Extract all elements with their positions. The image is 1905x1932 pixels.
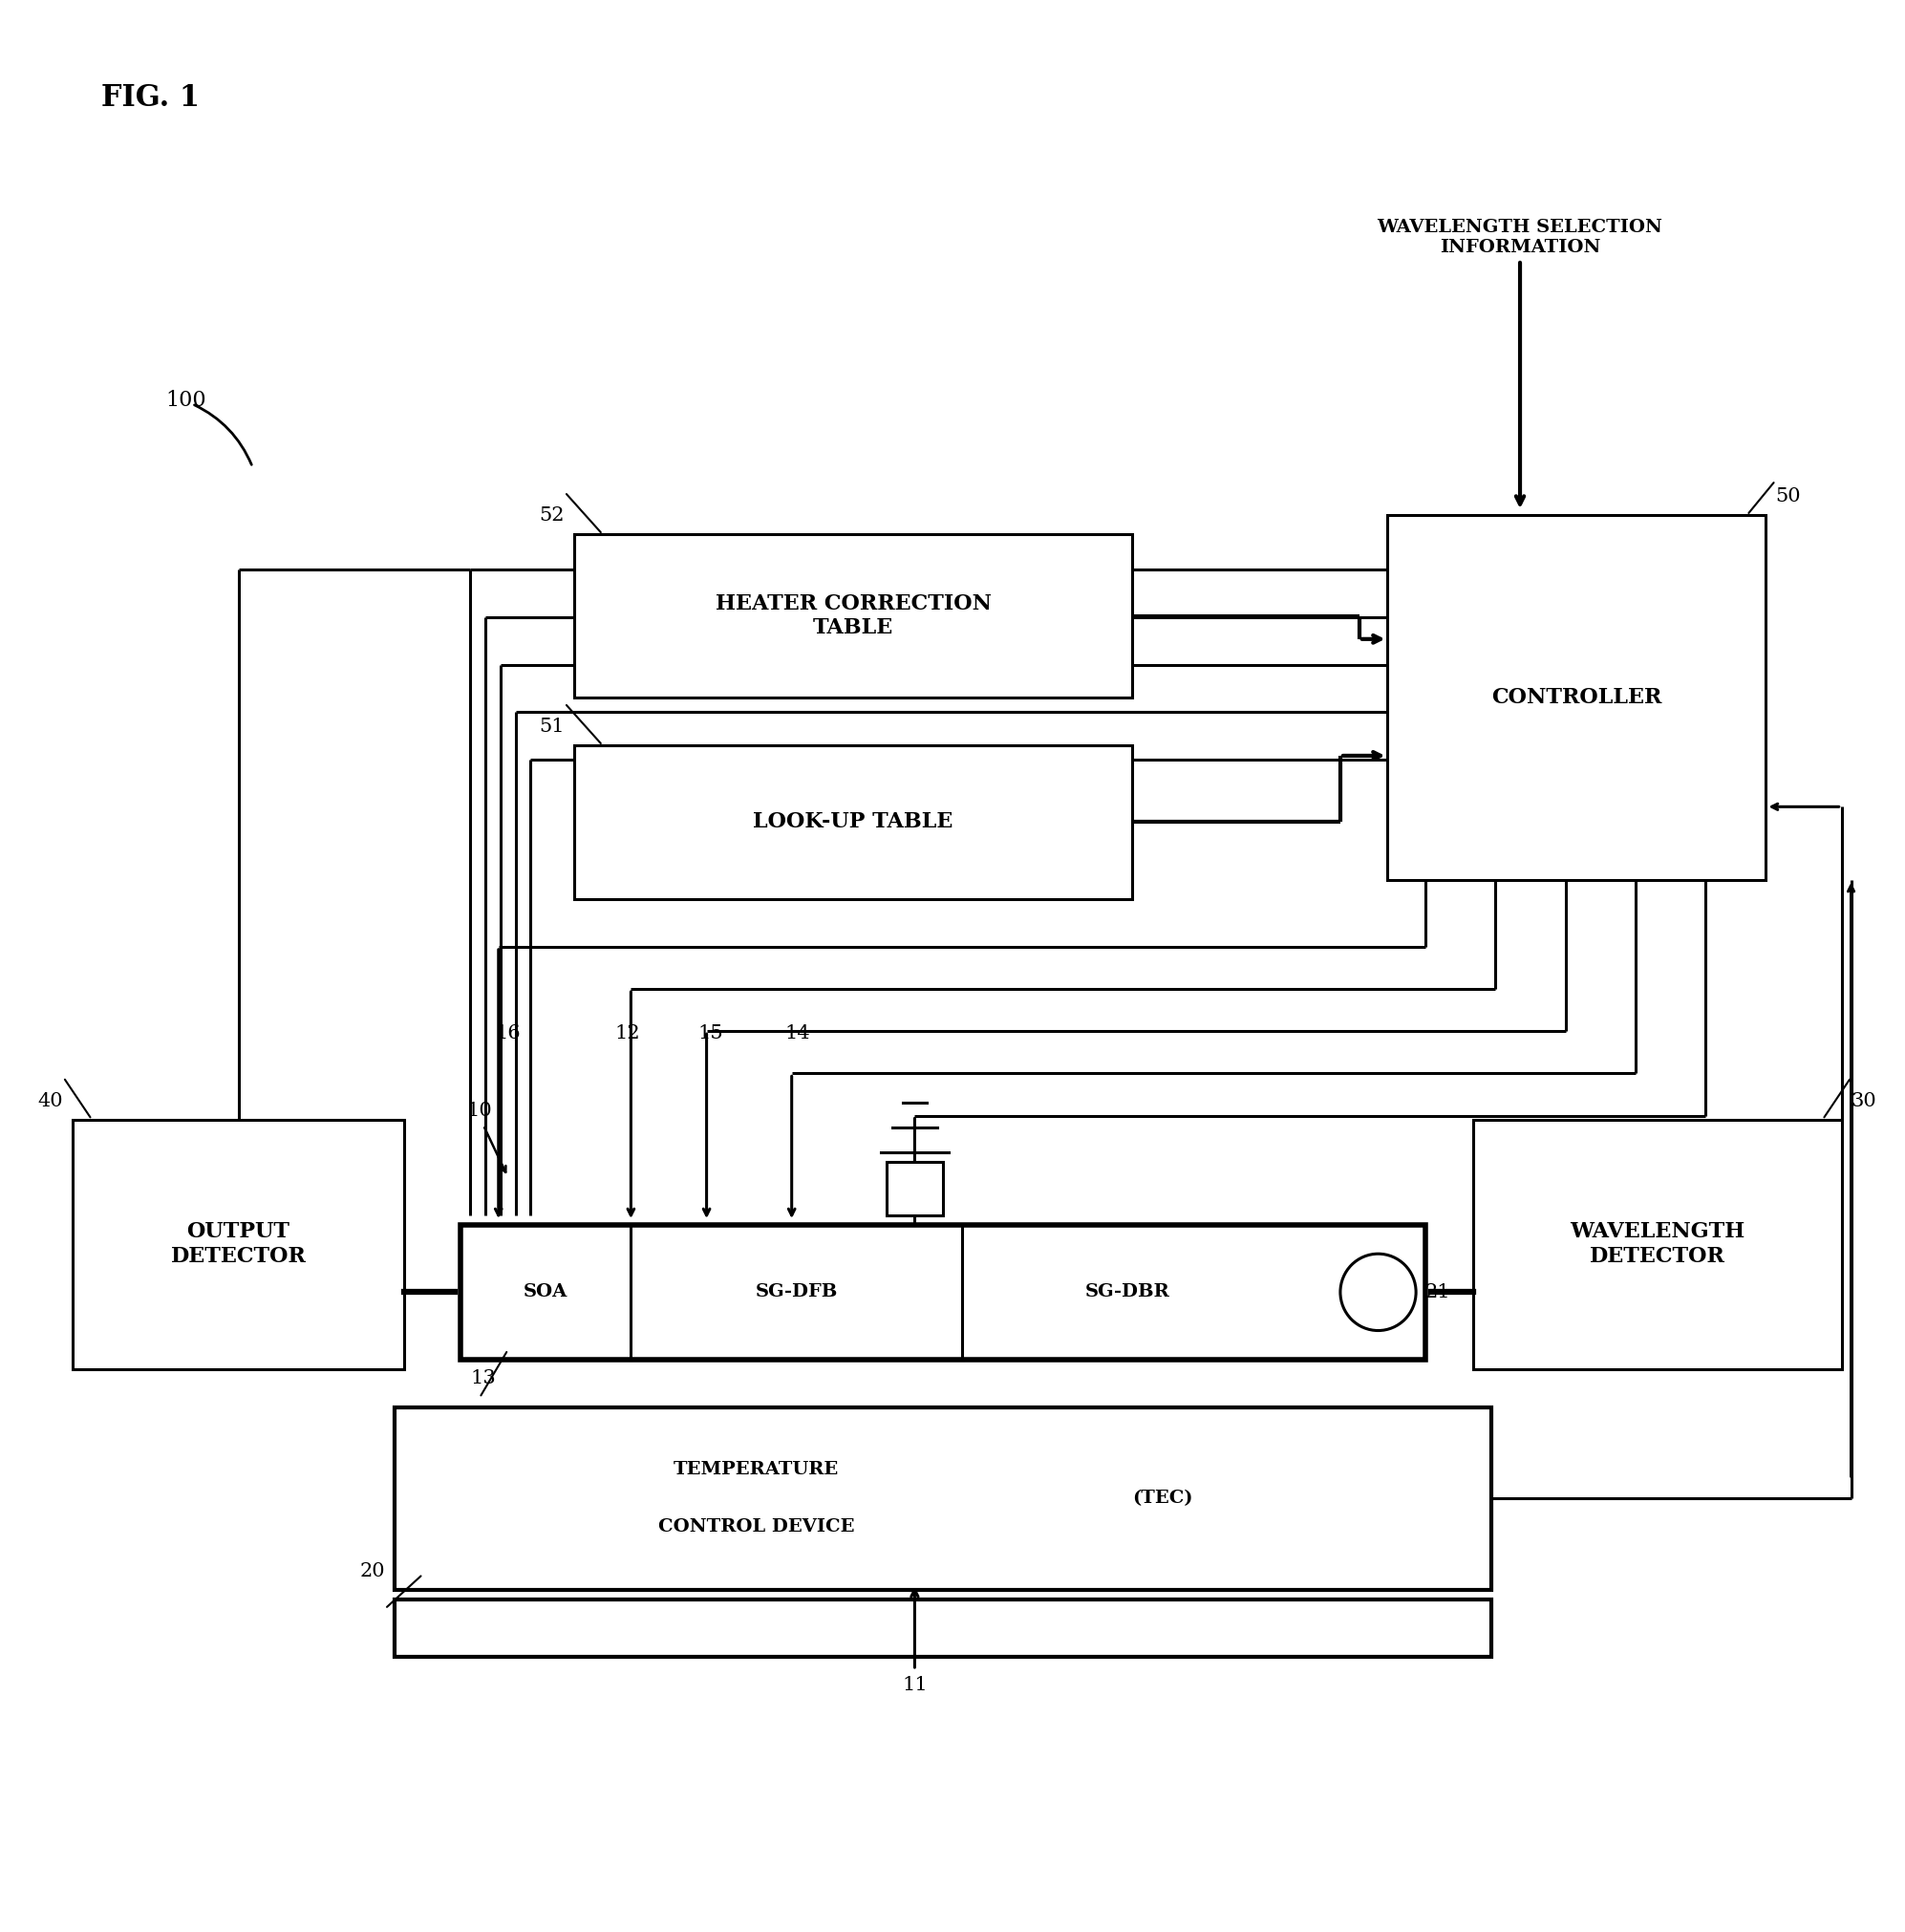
Text: 100: 100: [166, 390, 208, 410]
Bar: [72, 1119, 404, 1370]
Text: 52: 52: [539, 506, 564, 526]
Text: 20: 20: [360, 1561, 385, 1580]
Text: HEATER CORRECTION
TABLE: HEATER CORRECTION TABLE: [714, 593, 991, 638]
Text: OUTPUT
DETECTOR: OUTPUT DETECTOR: [171, 1221, 307, 1267]
Text: 16: 16: [495, 1024, 520, 1043]
Text: FIG. 1: FIG. 1: [101, 83, 200, 112]
Text: SOA: SOA: [524, 1283, 568, 1300]
Bar: [573, 746, 1132, 898]
Text: 11: 11: [901, 1675, 928, 1694]
Text: CONTROL DEVICE: CONTROL DEVICE: [659, 1519, 855, 1536]
Text: 40: 40: [38, 1092, 63, 1109]
Text: 12: 12: [615, 1024, 640, 1043]
Text: SG-DBR: SG-DBR: [1086, 1283, 1170, 1300]
Bar: [394, 1406, 1492, 1590]
Bar: [394, 1600, 1492, 1658]
Text: 21: 21: [1425, 1283, 1452, 1302]
Text: TEMPERATURE: TEMPERATURE: [674, 1461, 840, 1478]
Text: 50: 50: [1775, 487, 1800, 506]
Bar: [461, 1225, 1425, 1360]
Text: 14: 14: [785, 1024, 810, 1043]
Text: 13: 13: [471, 1370, 495, 1387]
Text: LOOK-UP TABLE: LOOK-UP TABLE: [752, 811, 952, 833]
Text: SG-DFB: SG-DFB: [754, 1283, 838, 1300]
Bar: [1387, 516, 1766, 879]
Text: 51: 51: [539, 717, 564, 736]
Text: 15: 15: [697, 1024, 724, 1043]
Bar: [886, 1161, 943, 1215]
Bar: [573, 535, 1132, 697]
Text: 30: 30: [1852, 1092, 1876, 1109]
Text: WAVELENGTH SELECTION
INFORMATION: WAVELENGTH SELECTION INFORMATION: [1377, 218, 1663, 257]
Text: 10: 10: [467, 1101, 491, 1119]
Text: CONTROLLER: CONTROLLER: [1492, 688, 1661, 707]
Bar: [1473, 1119, 1842, 1370]
Circle shape: [1341, 1254, 1415, 1331]
Text: (TEC): (TEC): [1132, 1490, 1193, 1507]
Text: WAVELENGTH
DETECTOR: WAVELENGTH DETECTOR: [1570, 1221, 1745, 1267]
